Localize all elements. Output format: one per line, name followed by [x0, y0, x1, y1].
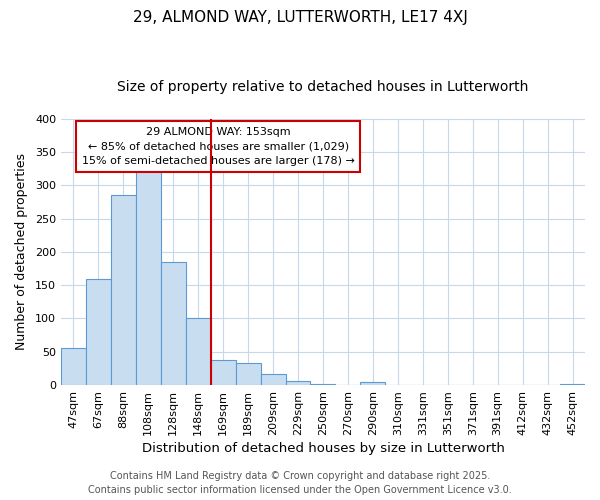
- Text: Contains HM Land Registry data © Crown copyright and database right 2025.
Contai: Contains HM Land Registry data © Crown c…: [88, 471, 512, 495]
- Y-axis label: Number of detached properties: Number of detached properties: [15, 154, 28, 350]
- Bar: [361, 382, 385, 385]
- Text: 29, ALMOND WAY, LUTTERWORTH, LE17 4XJ: 29, ALMOND WAY, LUTTERWORTH, LE17 4XJ: [133, 10, 467, 25]
- Bar: [211, 360, 236, 385]
- X-axis label: Distribution of detached houses by size in Lutterworth: Distribution of detached houses by size …: [142, 442, 505, 455]
- Bar: [61, 348, 86, 385]
- Bar: [161, 262, 186, 385]
- Bar: [236, 363, 260, 385]
- Bar: [111, 196, 136, 385]
- Bar: [136, 168, 161, 385]
- Title: Size of property relative to detached houses in Lutterworth: Size of property relative to detached ho…: [117, 80, 529, 94]
- Bar: [86, 278, 111, 385]
- Bar: [260, 374, 286, 385]
- Bar: [310, 384, 335, 385]
- Bar: [560, 384, 585, 385]
- Text: 29 ALMOND WAY: 153sqm
← 85% of detached houses are smaller (1,029)
15% of semi-d: 29 ALMOND WAY: 153sqm ← 85% of detached …: [82, 127, 355, 166]
- Bar: [186, 318, 211, 385]
- Bar: [286, 381, 310, 385]
